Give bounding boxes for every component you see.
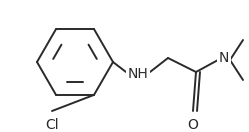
Text: N: N — [219, 51, 229, 65]
Text: Cl: Cl — [45, 118, 59, 132]
Text: NH: NH — [128, 67, 148, 81]
Text: O: O — [187, 118, 198, 132]
